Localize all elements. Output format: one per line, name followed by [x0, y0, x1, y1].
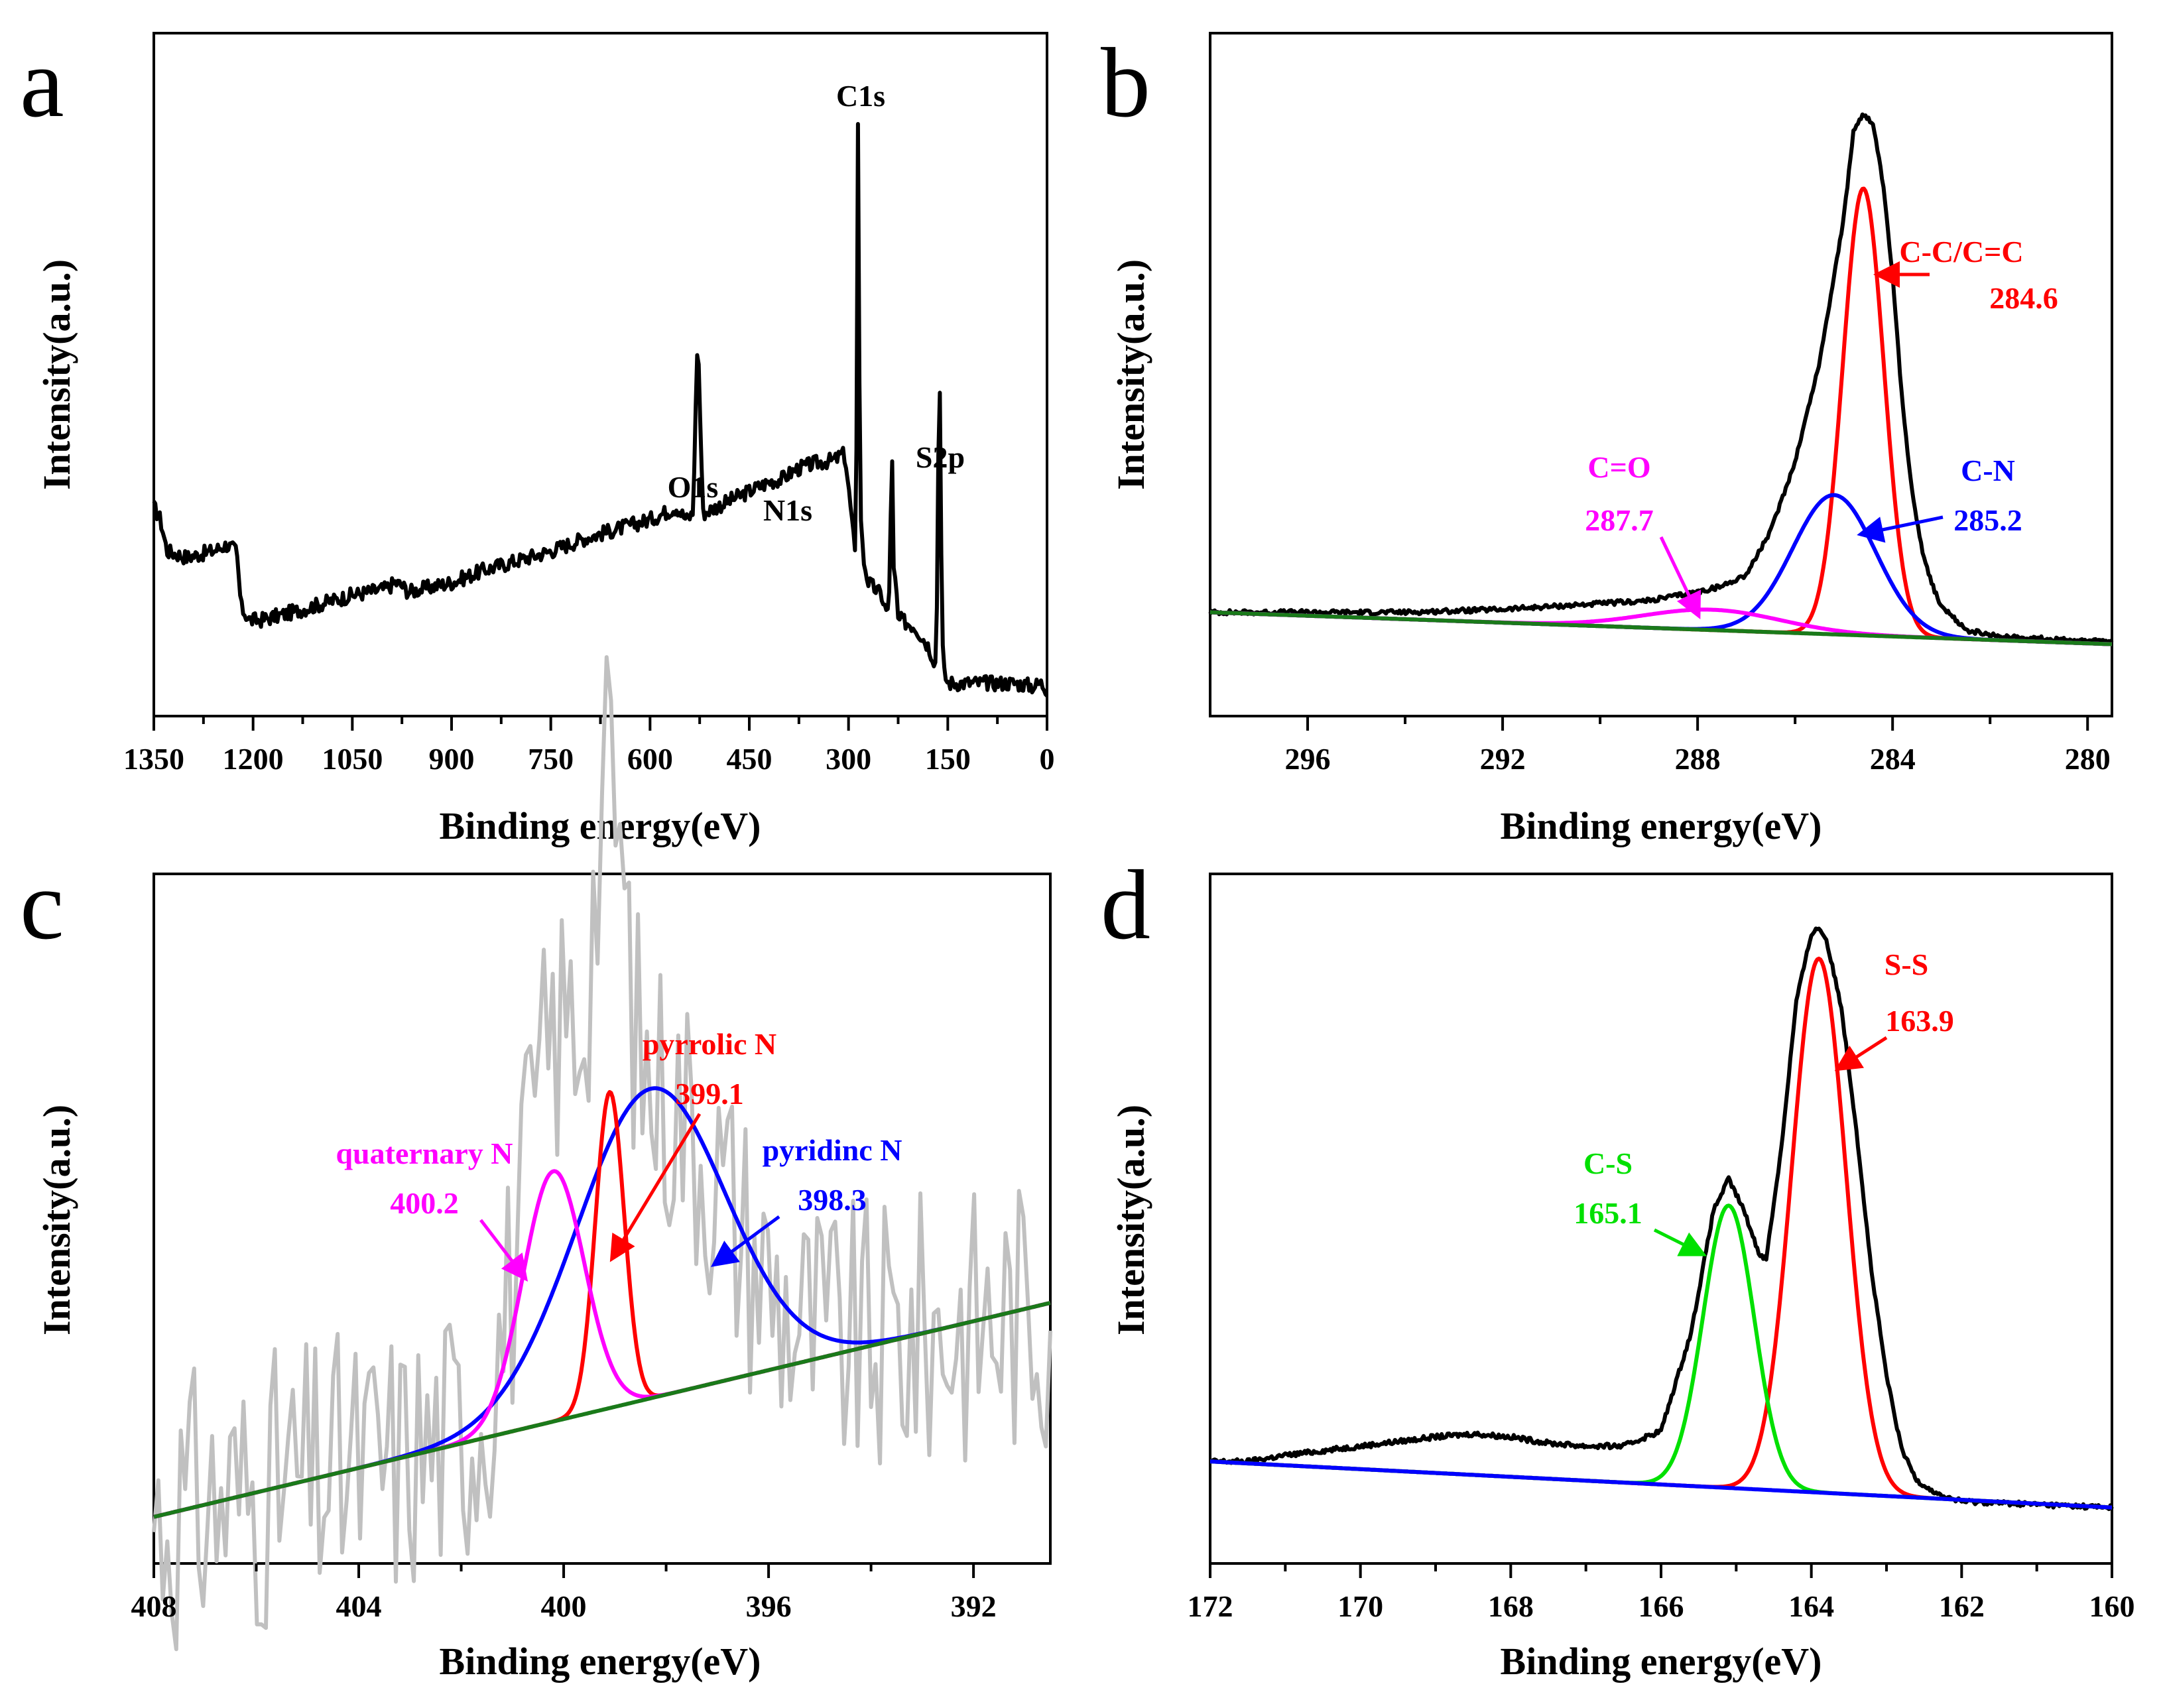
x-tick-label: 300 [826, 742, 871, 776]
x-axis-title: Binding energy(eV) [1501, 1640, 1822, 1683]
x-tick-label: 150 [925, 742, 971, 776]
arrow-co [1659, 536, 1701, 620]
x-tick-label: 1350 [123, 742, 184, 776]
peak-label-cc: C-C/C=C [1899, 235, 2023, 269]
series-background [153, 1301, 1051, 1519]
x-tick-label: 392 [951, 1589, 997, 1623]
x-tick-label: 292 [1480, 742, 1526, 776]
x-tick-label: 296 [1285, 742, 1331, 776]
peak-value-cc: 284.6 [1989, 281, 2058, 315]
peak-value-pyridinic: 398.3 [798, 1183, 867, 1217]
plot-frame [1209, 32, 2113, 717]
x-tick-label: 1200 [223, 742, 284, 776]
x-tick-label: 166 [1638, 1589, 1684, 1623]
peak-value-co: 287.7 [1585, 503, 1654, 537]
arrow-cn [1857, 515, 1944, 543]
panel-b: b 296 292 288 284 280 Binding energy(eV) Int… [1101, 28, 2114, 847]
plot-frame [153, 873, 1052, 1565]
curves-layer [152, 122, 1049, 698]
series-measured [152, 655, 1052, 1652]
x-tick-label: 172 [1188, 1589, 1233, 1623]
x-tick-label: 164 [1788, 1589, 1834, 1623]
plot-frame [1209, 873, 2113, 1565]
x-axis-title: Binding energy(eV) [1501, 804, 1822, 847]
x-tick-label: 288 [1675, 742, 1721, 776]
peak-label-quaternary: quaternary N [336, 1136, 513, 1170]
peak-label-o1s: O1s [668, 470, 719, 504]
curves-layer [1208, 112, 2114, 646]
series-c-s [1209, 1203, 2113, 1510]
x-ticks: 296 292 288 284 280 [1285, 716, 2111, 776]
peak-value-ss: 163.9 [1885, 1004, 1954, 1038]
series-measured [1208, 112, 2114, 645]
x-tick-label: 280 [2065, 742, 2111, 776]
x-tick-label: 408 [131, 1589, 177, 1623]
x-tick-label: 600 [627, 742, 673, 776]
arrow-quaternary [479, 1219, 528, 1282]
y-axis-title: Intensity(a.u.) [1109, 259, 1152, 490]
arrow-pyrrolic [609, 1113, 702, 1262]
peak-label-cn: C-N [1961, 454, 2015, 487]
x-tick-label: 900 [429, 742, 475, 776]
peak-label-co: C=O [1587, 450, 1650, 484]
x-tick-label: 0 [1040, 742, 1055, 776]
peak-label-n1s: N1s [763, 493, 812, 527]
peak-value-cn: 285.2 [1953, 503, 2022, 537]
peak-label-pyrrolic: pyrrolic N [643, 1027, 776, 1061]
x-tick-label: 1050 [322, 742, 383, 776]
x-tick-label: 750 [528, 742, 574, 776]
panel-a: a 1350 1200 1050 900 750 600 450 300 150 0 Bindin… [20, 28, 1055, 847]
series-survey [152, 122, 1049, 698]
x-tick-label: 170 [1337, 1589, 1383, 1623]
y-axis-title: Intensity(a.u.) [1109, 1105, 1152, 1335]
peak-value-pyrrolic: 399.1 [675, 1077, 744, 1111]
arrow-ss [1834, 1036, 1888, 1071]
arrow-cs [1653, 1228, 1707, 1256]
x-axis-title: Binding energy(eV) [440, 1640, 761, 1683]
x-tick-label: 396 [746, 1589, 792, 1623]
peak-value-quaternary: 400.2 [390, 1186, 459, 1220]
x-ticks: 172 170 168 166 164 162 160 [1188, 1563, 2135, 1623]
series-measured [1209, 926, 2114, 1511]
series-background [1209, 1459, 2113, 1510]
peak-label-ss: S-S [1885, 947, 1928, 981]
panel-letter-d: d [1101, 850, 1150, 960]
panel-letter-a: a [20, 28, 64, 138]
panel-d: d 172 170 168 166 164 162 160 Binding energy(e… [1101, 850, 2135, 1683]
series-background [1209, 610, 2113, 646]
peak-label-s2p: S2p [916, 440, 965, 474]
panel-c: c 408 404 400 396 392 Binding energy(eV) Int… [20, 655, 1052, 1683]
peak-label-cs: C-S [1583, 1146, 1633, 1180]
x-tick-label: 168 [1488, 1589, 1534, 1623]
panel-letter-c: c [20, 850, 64, 960]
x-tick-label: 404 [336, 1589, 382, 1623]
x-ticks: 1350 1200 1050 900 750 600 450 300 150 0 [123, 716, 1055, 776]
x-tick-label: 400 [541, 1589, 587, 1623]
x-ticks: 408 404 400 396 392 [131, 1563, 997, 1623]
y-axis-title: Intensity(a.u.) [35, 259, 78, 490]
x-tick-label: 284 [1870, 742, 1916, 776]
peak-label-pyridinic: pyridinc N [763, 1133, 902, 1167]
arrow-pyridinic [710, 1215, 780, 1267]
y-axis-title: Intensity(a.u.) [35, 1105, 78, 1335]
peak-value-cs: 165.1 [1574, 1196, 1642, 1230]
panel-letter-b: b [1101, 28, 1150, 138]
x-tick-label: 160 [2089, 1589, 2135, 1623]
curves-layer [152, 655, 1052, 1652]
peak-label-c1s: C1s [836, 79, 885, 113]
x-tick-label: 162 [1939, 1589, 1985, 1623]
x-tick-label: 450 [727, 742, 772, 776]
curves-layer [1209, 926, 2114, 1511]
